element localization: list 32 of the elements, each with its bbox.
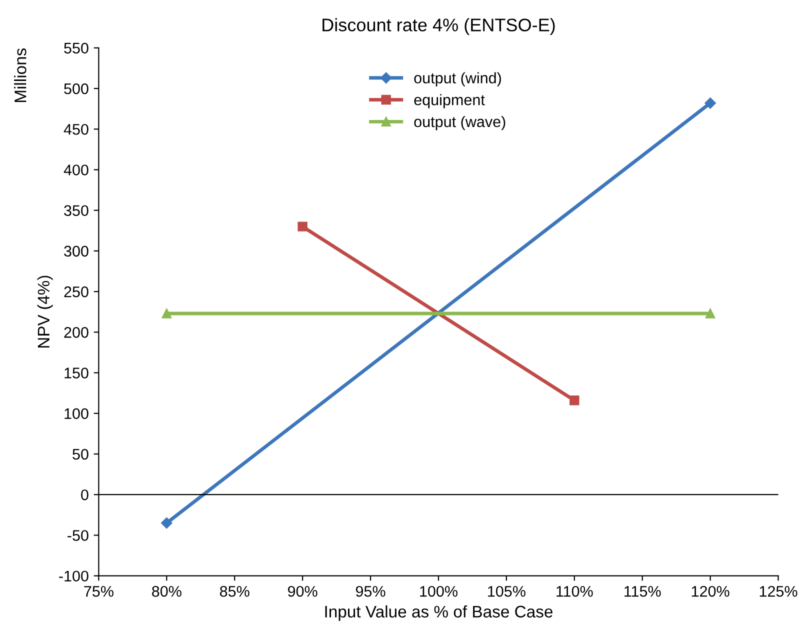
legend-label: output (wind) — [414, 72, 501, 86]
y-tick-label: 250 — [64, 286, 88, 298]
y-tick-label: -50 — [68, 530, 88, 541]
text: Millions — [14, 48, 26, 102]
x-tick-label: 95% — [356, 586, 386, 597]
x-tick-label: 120% — [692, 586, 730, 597]
chart-title: Discount rate 4% (ENTSO-E) — [322, 18, 555, 35]
y-tick-label: 450 — [64, 124, 88, 135]
y-tick-label: 350 — [64, 205, 88, 216]
y-tick-label: 400 — [64, 164, 88, 176]
y-tick-label: 200 — [64, 327, 88, 338]
y-axis-title: NPV (4%) — [37, 276, 53, 348]
x-tick-label: 110% — [556, 586, 593, 597]
x-tick-label: 75% — [84, 586, 114, 597]
x-tick-label: 125% — [760, 586, 798, 597]
legend-label: equipment — [414, 94, 485, 108]
y-tick-label: 150 — [64, 368, 88, 378]
y-tick-label: 300 — [64, 246, 88, 257]
x-tick-label: 115% — [624, 586, 661, 597]
x-tick-label: 80% — [152, 586, 182, 597]
x-tick-label: 90% — [288, 586, 318, 597]
y-tick-label: -100 — [59, 570, 88, 582]
legend-label: output (wave) — [414, 116, 506, 130]
y-tick-label: 500 — [64, 83, 88, 94]
x-tick-label: 85% — [220, 586, 250, 597]
y-tick-label: 550 — [64, 42, 88, 54]
y-tick-label: 0 — [81, 489, 88, 500]
x-tick-label: 100% — [420, 586, 458, 597]
y-tick-label: 50 — [72, 448, 88, 460]
x-axis-title: Input Value as % of Base Case — [325, 605, 552, 621]
y-tick-label: 100 — [64, 408, 88, 420]
x-tick-label: 105% — [488, 586, 526, 597]
